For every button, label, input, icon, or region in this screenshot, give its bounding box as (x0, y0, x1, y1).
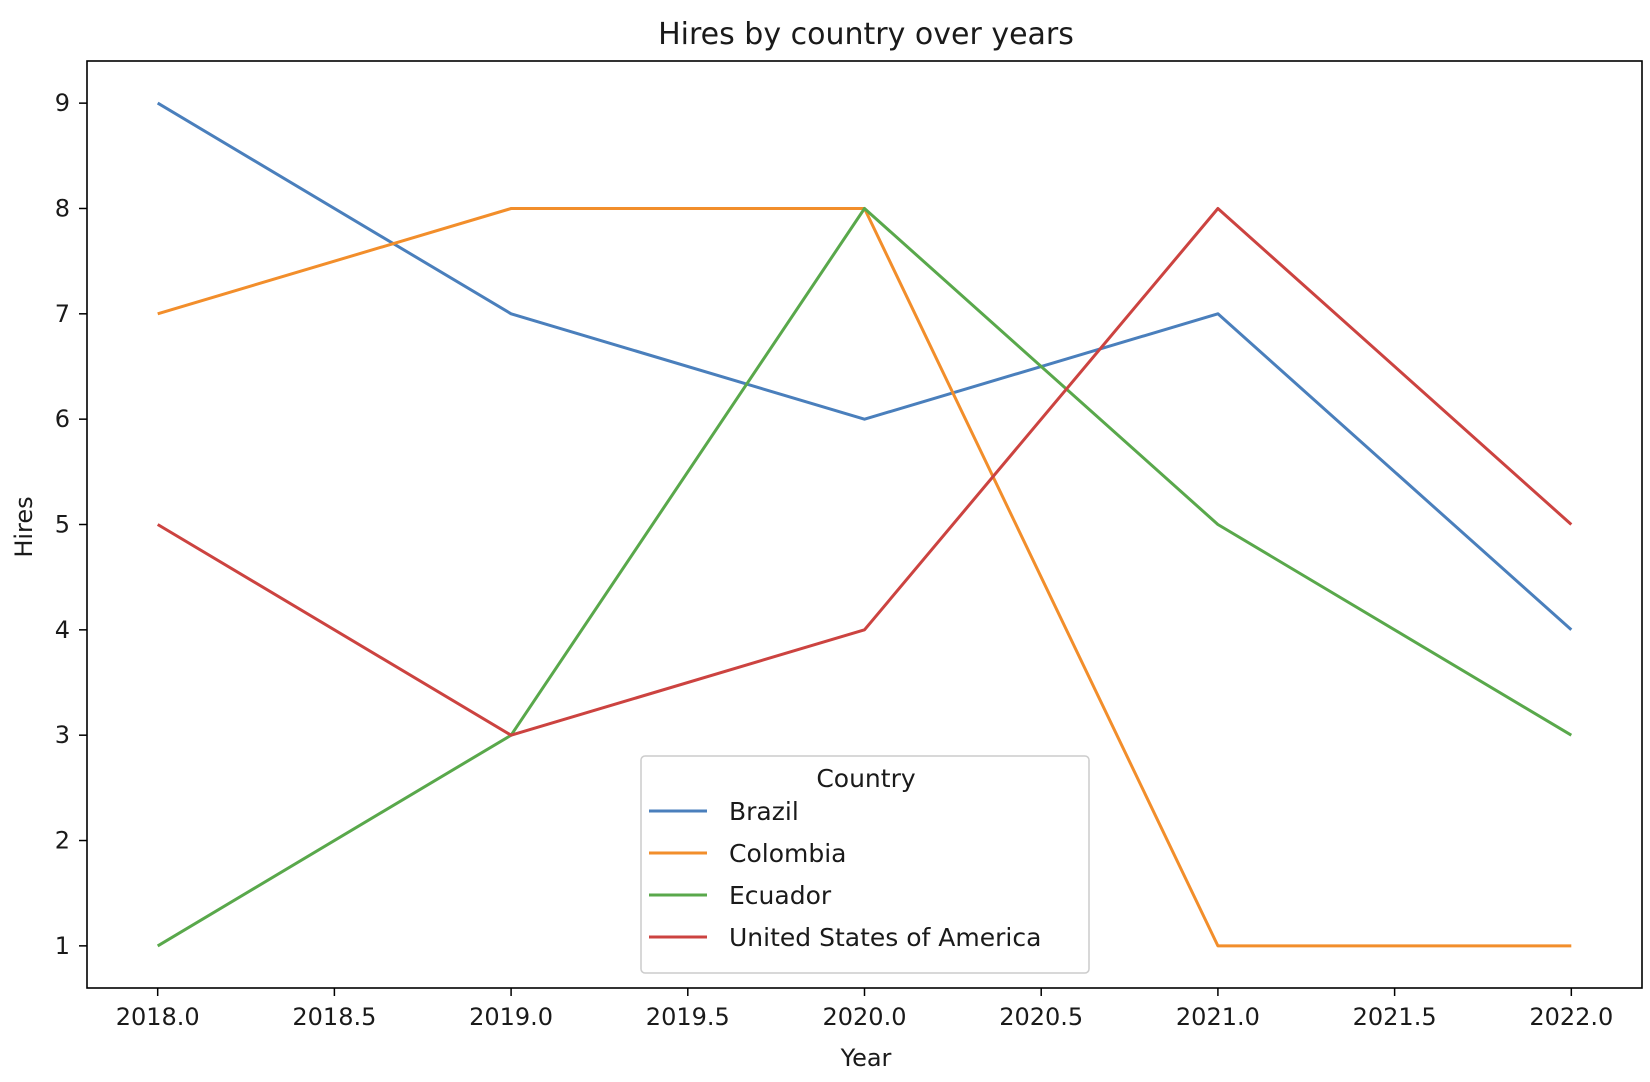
y-axis: 1 2 3 4 5 6 7 8 9 (55, 89, 87, 960)
x-tick-label: 2019.5 (646, 1003, 730, 1031)
legend-title: Country (816, 764, 916, 793)
y-tick-label: 2 (55, 827, 70, 855)
y-tick-label: 6 (55, 405, 70, 433)
x-tick-label: 2021.0 (1176, 1003, 1260, 1031)
y-tick-label: 4 (55, 616, 70, 644)
x-tick-label: 2020.5 (999, 1003, 1083, 1031)
x-tick-label: 2021.5 (1353, 1003, 1437, 1031)
y-tick-label: 5 (55, 511, 70, 539)
x-axis-label: Year (840, 1044, 892, 1072)
x-tick-label: 2022.0 (1529, 1003, 1613, 1031)
legend-entry: United States of America (729, 923, 1041, 952)
y-tick-label: 7 (55, 300, 70, 328)
x-tick-label: 2019.0 (469, 1003, 553, 1031)
x-tick-label: 2018.5 (292, 1003, 376, 1031)
x-tick-label: 2018.0 (116, 1003, 200, 1031)
legend-entry: Ecuador (729, 881, 832, 910)
y-tick-label: 8 (55, 194, 70, 222)
y-axis-label: Hires (10, 496, 38, 557)
series-line-united-states-of-america (158, 209, 1572, 736)
legend-entry: Brazil (729, 797, 799, 826)
y-tick-label: 9 (55, 89, 70, 117)
y-tick-label: 3 (55, 721, 70, 749)
legend: Country Brazil Colombia Ecuador United Stat… (641, 756, 1089, 973)
x-tick-label: 2020.0 (823, 1003, 907, 1031)
y-tick-label: 1 (55, 932, 70, 960)
x-axis: 2018.0 2018.5 2019.0 2019.5 2020.0 2020.5 2021… (116, 988, 1614, 1031)
legend-entry: Colombia (729, 839, 846, 868)
chart-title: Hires by country over years (658, 17, 1074, 52)
series-line-brazil (158, 103, 1572, 630)
